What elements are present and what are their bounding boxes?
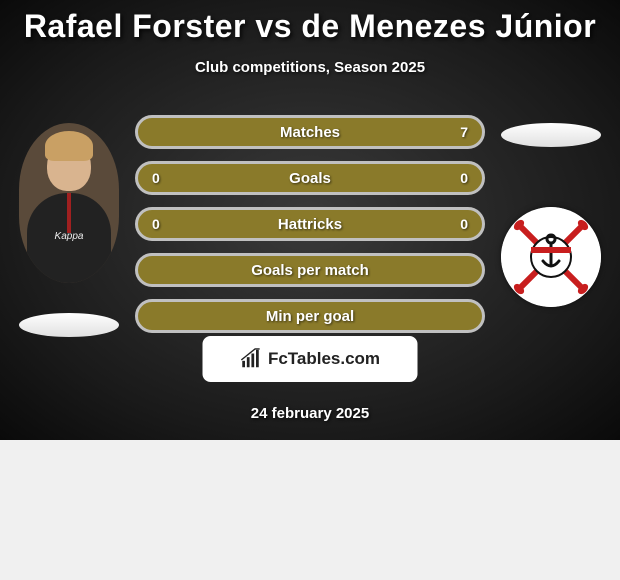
- player-kit: [27, 193, 111, 283]
- stat-row-mpg: Min per goal: [135, 299, 485, 333]
- kit-stripe: [67, 193, 71, 233]
- right-column: [491, 115, 611, 307]
- brand-text: FcTables.com: [268, 349, 380, 369]
- player-photo-left: [19, 123, 119, 283]
- chart-icon: [240, 348, 262, 370]
- page-title: Rafael Forster vs de Menezes Júnior: [0, 0, 620, 45]
- left-placeholder-oval: [19, 313, 119, 337]
- date-text: 24 february 2025: [0, 405, 620, 422]
- stat-left-value: 0: [152, 170, 160, 186]
- stat-left-value: 0: [152, 216, 160, 232]
- stat-row-matches: Matches 7: [135, 115, 485, 149]
- corinthians-badge-icon: [501, 207, 601, 307]
- stat-right-value: 7: [460, 124, 468, 140]
- stat-label: Goals: [289, 170, 331, 187]
- stats-column: Matches 7 0 Goals 0 0 Hattricks 0 Goals …: [135, 115, 485, 333]
- brand-badge: FcTables.com: [203, 336, 418, 382]
- stat-right-value: 0: [460, 170, 468, 186]
- stat-label: Min per goal: [266, 308, 354, 325]
- stat-row-hattricks: 0 Hattricks 0: [135, 207, 485, 241]
- stat-label: Matches: [280, 124, 340, 141]
- stat-row-goals: 0 Goals 0: [135, 161, 485, 195]
- stat-label: Hattricks: [278, 216, 342, 233]
- content-row: Matches 7 0 Goals 0 0 Hattricks 0 Goals …: [0, 115, 620, 337]
- club-badge-right: [501, 207, 601, 307]
- stat-label: Goals per match: [251, 262, 369, 279]
- stat-row-gpm: Goals per match: [135, 253, 485, 287]
- subtitle: Club competitions, Season 2025: [0, 59, 620, 76]
- left-column: [9, 115, 129, 337]
- right-placeholder-oval: [501, 123, 601, 147]
- stat-right-value: 0: [460, 216, 468, 232]
- comparison-card: Rafael Forster vs de Menezes Júnior Club…: [0, 0, 620, 440]
